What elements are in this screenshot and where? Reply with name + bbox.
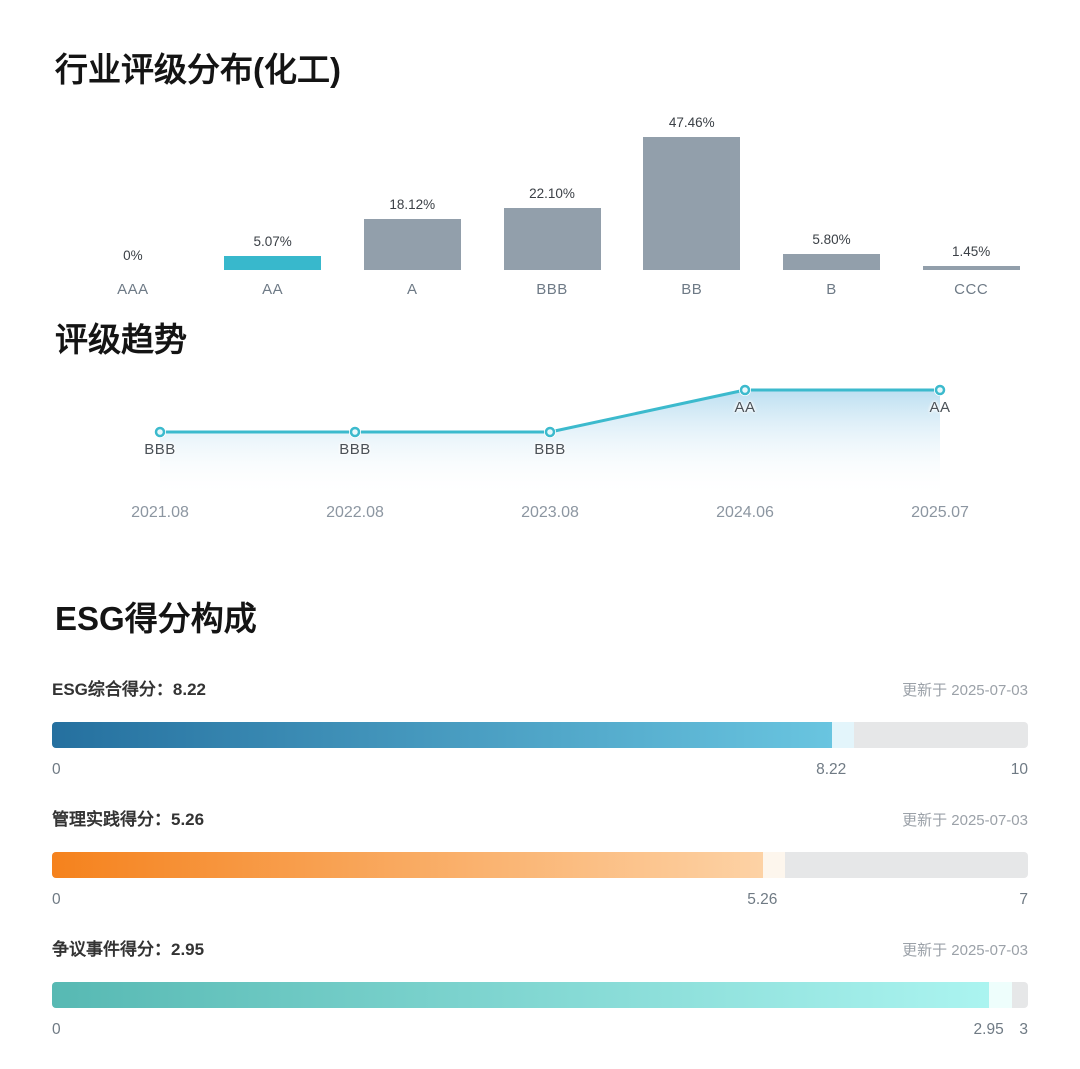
trend-axis-label: 2024.06 — [716, 504, 774, 521]
bar-area: 1.45% — [901, 110, 1041, 270]
score-row-controversy-events: 争议事件得分：2.95 更新于 2025-07-03 0 2.95 3 — [0, 935, 1080, 1039]
scale-max-label: 10 — [1010, 761, 1028, 778]
bar-column-ccc: 1.45% CCC — [901, 110, 1041, 298]
industry-rating-bar-chart: 0% AAA 5.07% AA 18.12% A 22.10% BBB 47.46% BB 5.80… — [0, 110, 1080, 298]
esg-composition-title: ESG得分构成 — [55, 600, 257, 637]
trend-point-marker — [739, 384, 751, 396]
score-header: ESG综合得分：8.22 更新于 2025-07-03 — [52, 675, 1028, 700]
bar — [224, 255, 322, 270]
rating-trend-title: 评级趋势 — [55, 321, 187, 358]
bar-area: 47.46% — [622, 110, 762, 270]
scale-max-label: 3 — [1019, 1021, 1028, 1038]
bar-column-bb: 47.46% BB — [622, 110, 762, 298]
bar-category-label: AAA — [117, 281, 149, 298]
bar-value-label: 5.80% — [812, 231, 851, 247]
trend-point-marker — [934, 384, 946, 396]
bar-category-label: CCC — [954, 281, 989, 298]
scale-score-label: 8.22 — [816, 761, 847, 778]
trend-axis-label: 2022.08 — [326, 504, 384, 521]
scale-max-label: 7 — [1019, 891, 1028, 908]
score-progress-track — [52, 852, 1028, 878]
score-scale: 0 5.26 7 — [52, 891, 1028, 909]
score-progress-cap — [762, 852, 786, 878]
bar-category-label: AA — [262, 281, 284, 298]
trend-point-label: BBB — [144, 441, 176, 458]
bar-value-label: 22.10% — [529, 186, 575, 202]
score-progress-track — [52, 722, 1028, 748]
industry-distribution-title: 行业评级分布(化工) — [55, 51, 341, 88]
bar-value-label: 47.46% — [668, 115, 715, 131]
bar-area: 5.07% — [203, 110, 343, 270]
bar-category-label: B — [826, 281, 837, 298]
trend-point-label: BBB — [534, 441, 566, 458]
score-scale: 0 2.95 3 — [52, 1021, 1028, 1039]
bar-value-label: 5.07% — [253, 233, 292, 249]
scale-score-label: 5.26 — [747, 891, 778, 908]
trend-point-label: BBB — [339, 441, 371, 458]
bar-value-label: 18.12% — [389, 197, 436, 213]
bar-area: 22.10% — [482, 110, 622, 270]
score-header: 管理实践得分：5.26 更新于 2025-07-03 — [52, 805, 1028, 830]
score-progress-fill — [52, 722, 832, 748]
trend-point-marker — [154, 426, 166, 438]
bar — [922, 265, 1020, 270]
bar-area: 5.80% — [762, 110, 902, 270]
scale-min-label: 0 — [52, 1021, 61, 1038]
bar — [503, 208, 601, 270]
bar-value-label: 1.45% — [952, 243, 991, 259]
bar-column-aa: 5.07% AA — [203, 110, 343, 298]
scale-min-label: 0 — [52, 891, 61, 908]
scale-min-label: 0 — [52, 761, 61, 778]
score-header: 争议事件得分：2.95 更新于 2025-07-03 — [52, 935, 1028, 960]
scale-score-label: 2.95 — [973, 1021, 1004, 1038]
bar-category-label: BBB — [536, 281, 568, 298]
score-label: ESG综合得分：8.22 — [52, 680, 206, 699]
score-label: 争议事件得分：2.95 — [52, 940, 205, 959]
bar-value-label: 0% — [123, 248, 143, 263]
bar-column-bbb: 22.10% BBB — [482, 110, 622, 298]
score-progress-cap — [989, 982, 1012, 1008]
bar-column-a: 18.12% A — [342, 110, 482, 298]
trend-axis-label: 2025.07 — [911, 504, 969, 521]
trend-point-label: AA — [734, 399, 756, 416]
score-progress-cap — [831, 722, 855, 748]
bar — [363, 219, 461, 270]
bar-column-b: 5.80% B — [762, 110, 902, 298]
bar-column-aaa: 0% AAA — [63, 110, 203, 298]
trend-point-marker — [349, 426, 361, 438]
bar-category-label: BB — [681, 281, 703, 298]
bar-category-label: A — [407, 281, 418, 298]
bar-area: 0% — [63, 110, 203, 270]
score-row-esg-total: ESG综合得分：8.22 更新于 2025-07-03 0 8.22 10 — [0, 675, 1080, 779]
score-scale: 0 8.22 10 — [52, 761, 1028, 779]
bar-area: 18.12% — [342, 110, 482, 270]
trend-point-marker — [544, 426, 556, 438]
trend-axis-label: 2023.08 — [521, 504, 579, 521]
score-progress-fill — [52, 982, 990, 1008]
score-progress-track — [52, 982, 1028, 1008]
bar — [782, 253, 880, 270]
score-updated-date: 更新于 2025-07-03 — [902, 812, 1028, 829]
score-updated-date: 更新于 2025-07-03 — [902, 682, 1028, 699]
score-progress-fill — [52, 852, 763, 878]
rating-trend-chart: BBB 2021.08 BBB 2022.08 BBB 2023.08 AA 2024.06 A… — [0, 360, 1080, 560]
trend-area — [160, 390, 940, 498]
score-updated-date: 更新于 2025-07-03 — [902, 942, 1028, 959]
score-label: 管理实践得分：5.26 — [52, 810, 205, 829]
trend-axis-label: 2021.08 — [131, 504, 189, 521]
trend-svg — [154, 384, 946, 498]
trend-point-label: AA — [929, 399, 951, 416]
score-row-management-practice: 管理实践得分：5.26 更新于 2025-07-03 0 5.26 7 — [0, 805, 1080, 909]
bar — [643, 137, 741, 270]
